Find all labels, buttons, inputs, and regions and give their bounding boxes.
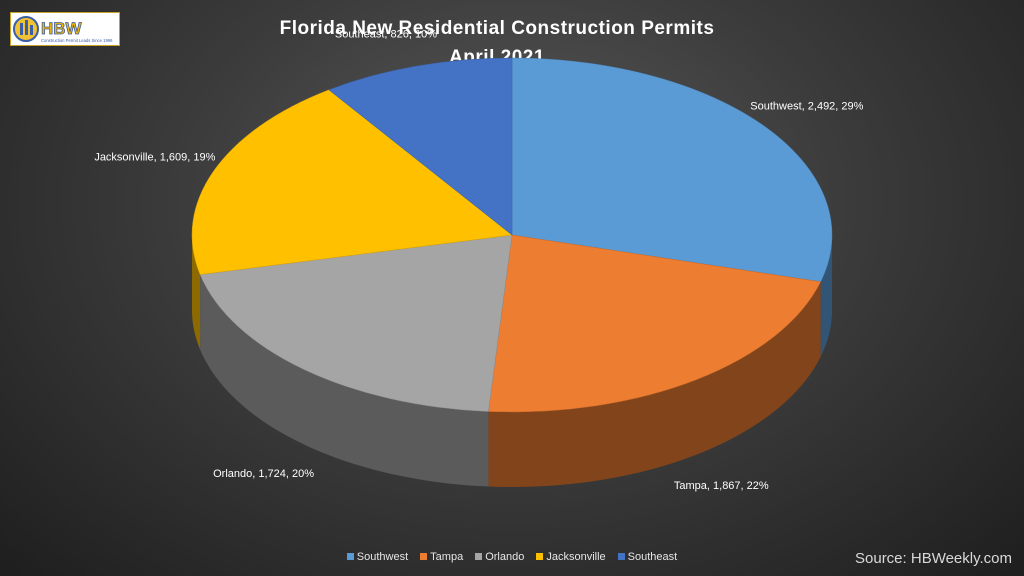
pie-side-southwest (820, 235, 832, 357)
legend-item-southwest: Southwest (346, 551, 409, 563)
chart-legend: Southwest Tampa Orlando Jacksonville Southea… (0, 551, 1024, 563)
data-label-tampa: Tampa, 1,867, 22% (674, 480, 769, 492)
data-label-southwest: Southwest, 2,492, 29% (750, 100, 863, 112)
legend-item-tampa: Tampa (420, 551, 463, 563)
legend-swatch (420, 553, 428, 560)
pie-slice-southeast (328, 57, 513, 236)
legend-label: Orlando (485, 551, 525, 563)
pie-slice-southwest (511, 57, 833, 283)
chart-title: Florida New Residential Construction Per… (280, 18, 715, 39)
legend-item-jacksonville: Jacksonville (536, 551, 606, 563)
legend-label: Southeast (627, 551, 678, 563)
pie-label-layer: Southwest, 2,492, 29% Tampa, 1,867, 22% Or… (94, 29, 863, 493)
logo-tagline: Construction Permit Leads Since 1996 (41, 38, 113, 43)
legend-label: Southwest (356, 551, 409, 563)
legend-label: Jacksonville (546, 551, 606, 563)
legend-swatch (536, 553, 544, 560)
pie-slice-jacksonville (191, 89, 513, 275)
pie-side-jacksonville (192, 235, 201, 350)
pie-top-layer (191, 57, 833, 413)
data-label-jacksonville: Jacksonville, 1,609, 19% (94, 152, 215, 164)
legend-swatch (617, 553, 625, 560)
pie-side-tampa (488, 281, 821, 487)
legend-item-orlando: Orlando (475, 551, 524, 563)
legend-swatch (475, 553, 483, 560)
pie-slice-orlando (199, 234, 513, 412)
legend-label: Tampa (430, 551, 464, 563)
source-credit: Source: HBWeekly.com (855, 550, 1012, 567)
hbw-logo-graphic: HBW Construction Permit Leads Since 1996 (13, 16, 113, 43)
pie-side-orlando (200, 274, 489, 487)
hbw-logo: HBW Construction Permit Leads Since 1996 (10, 12, 120, 46)
logo-text: HBW (41, 19, 83, 38)
legend-item-southeast: Southeast (617, 551, 678, 563)
pie-slice-tampa (488, 234, 822, 413)
data-label-orlando: Orlando, 1,724, 20% (213, 468, 314, 480)
pie-depth-layer (192, 235, 832, 487)
data-label-southeast: Southeast, 826, 10% (335, 29, 437, 41)
legend-swatch (346, 553, 354, 560)
